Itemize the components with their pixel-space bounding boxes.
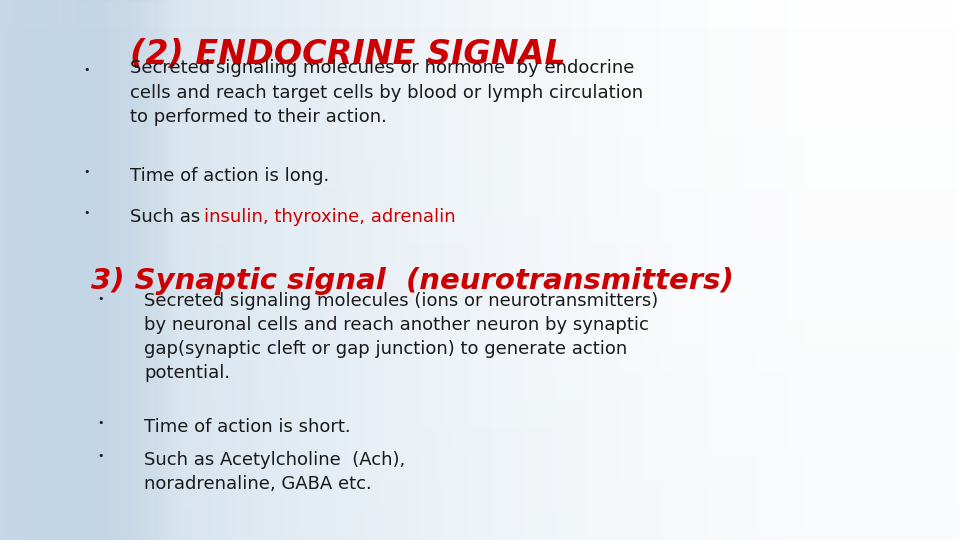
Bar [0, 0, 110, 540]
Bar [0, 0, 98, 540]
Bar [0, 0, 78, 540]
Bar [0, 0, 70, 540]
Bar [0, 0, 61, 540]
Bar [0, 0, 158, 540]
Bar [0, 0, 114, 540]
Bar [0, 0, 94, 540]
Bar [0, 0, 96, 540]
Text: •: • [84, 65, 89, 75]
Bar [0, 0, 86, 540]
Text: •: • [84, 208, 89, 218]
Bar [0, 0, 169, 540]
Bar [0, 0, 102, 540]
Bar [0, 0, 171, 540]
Bar [0, 0, 162, 540]
Bar [0, 0, 83, 540]
Text: •: • [84, 167, 89, 178]
Bar [0, 0, 116, 540]
Bar [0, 0, 160, 540]
Bar [0, 0, 56, 540]
Bar [0, 0, 64, 540]
Bar [0, 0, 145, 540]
Bar [0, 0, 92, 540]
Bar [0, 0, 132, 540]
Bar [0, 0, 112, 540]
Bar [0, 0, 167, 540]
Bar [0, 0, 68, 540]
Text: Time of action is long.: Time of action is long. [130, 167, 329, 185]
Bar [0, 0, 125, 540]
Text: insulin, thyroxine, adrenalin: insulin, thyroxine, adrenalin [204, 208, 456, 226]
Bar [0, 0, 147, 540]
Bar [0, 0, 131, 540]
Bar [0, 0, 84, 540]
Bar [0, 0, 156, 540]
Bar [0, 0, 149, 540]
Text: Secreted signaling molecules (ions or neurotransmitters)
by neuronal cells and r: Secreted signaling molecules (ions or ne… [144, 292, 659, 382]
Text: Secreted signaling molecules or hormone  by endocrine
cells and reach target cel: Secreted signaling molecules or hormone … [130, 59, 643, 126]
Text: 3) Synaptic signal  (neurotransmitters): 3) Synaptic signal (neurotransmitters) [91, 267, 734, 295]
Text: Such as: Such as [130, 208, 205, 226]
Bar [0, 0, 60, 540]
Bar [0, 0, 127, 540]
Bar [0, 0, 88, 540]
Bar [0, 0, 58, 540]
Bar [0, 0, 129, 540]
Bar [0, 0, 76, 540]
Bar [0, 0, 105, 540]
Text: (2) ENDOCRINE SIGNAL: (2) ENDOCRINE SIGNAL [130, 38, 565, 71]
Bar [0, 0, 134, 540]
Bar [0, 0, 100, 540]
Bar [0, 0, 120, 540]
Bar [0, 0, 108, 540]
Bar [0, 0, 153, 540]
Bar [0, 0, 74, 540]
Bar [0, 0, 136, 540]
Text: Time of action is short.: Time of action is short. [144, 418, 350, 436]
Bar [0, 0, 118, 540]
Bar [0, 0, 151, 540]
Bar [0, 0, 90, 540]
Bar [0, 0, 173, 540]
Bar [0, 0, 66, 540]
Text: Such as Acetylcholine  (Ach),
noradrenaline, GABA etc.: Such as Acetylcholine (Ach), noradrenali… [144, 451, 405, 493]
Text: •: • [98, 294, 104, 305]
Bar [0, 0, 165, 540]
Bar [0, 0, 107, 540]
Bar [0, 0, 140, 540]
Bar [0, 0, 142, 540]
Bar [0, 0, 72, 540]
Bar [0, 0, 122, 540]
Bar [0, 0, 138, 540]
Bar [0, 0, 54, 540]
Bar [0, 0, 80, 540]
Bar [0, 0, 155, 540]
Text: •: • [98, 451, 104, 461]
Text: •: • [98, 418, 104, 429]
